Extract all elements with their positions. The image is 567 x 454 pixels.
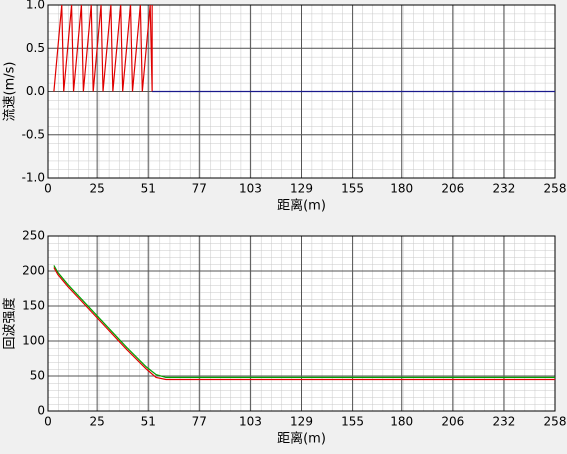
x-tick-label: 77 bbox=[192, 182, 207, 196]
y-tick-label: 0 bbox=[37, 404, 45, 418]
y-tick-label: -0.5 bbox=[22, 127, 45, 141]
y-tick-label: 200 bbox=[22, 264, 45, 278]
y-axis-title: 回波强度 bbox=[2, 297, 18, 349]
chart: 0 25 51 77 103 129 155 180 206 232 258 0 50 100 150 200… bbox=[2, 229, 567, 447]
y-tick-label: 250 bbox=[22, 229, 45, 243]
y-tick-label: 1.0 bbox=[26, 0, 45, 12]
x-tick-label: 0 bbox=[44, 415, 52, 429]
x-tick-label: 129 bbox=[290, 415, 313, 429]
y-tick-label: 0.5 bbox=[26, 41, 45, 55]
x-tick-label: 258 bbox=[544, 415, 567, 429]
x-tick-label: 206 bbox=[441, 415, 464, 429]
x-tick-label: 51 bbox=[141, 182, 156, 196]
x-tick-label: 25 bbox=[89, 182, 104, 196]
chart: 0 25 51 77 103 129 155 180 206 232 258 -1.0 -0.5 0.0 0… bbox=[3, 0, 567, 214]
x-tick-label: 180 bbox=[390, 182, 413, 196]
x-tick-label: 0 bbox=[44, 182, 52, 196]
y-tick-label: 50 bbox=[30, 369, 45, 383]
x-tick-label: 155 bbox=[341, 415, 364, 429]
x-tick-label: 51 bbox=[141, 415, 156, 429]
x-tick-label: 129 bbox=[290, 182, 313, 196]
y-tick-label: 150 bbox=[22, 299, 45, 313]
x-tick-label: 77 bbox=[192, 415, 207, 429]
x-tick-label: 232 bbox=[492, 182, 515, 196]
x-tick-label: 232 bbox=[492, 415, 515, 429]
y-tick-label: 0.0 bbox=[26, 84, 45, 98]
x-tick-label: 103 bbox=[239, 182, 262, 196]
data-line bbox=[53, 265, 555, 378]
x-axis-title: 距离(m) bbox=[277, 198, 326, 214]
x-tick-label: 258 bbox=[544, 182, 567, 196]
x-tick-label: 25 bbox=[89, 415, 104, 429]
data-line bbox=[53, 267, 555, 381]
x-tick-label: 180 bbox=[390, 415, 413, 429]
x-tick-label: 206 bbox=[441, 182, 464, 196]
y-tick-label: -1.0 bbox=[22, 171, 45, 185]
x-tick-label: 155 bbox=[341, 182, 364, 196]
y-axis-title: 流速(m/s) bbox=[3, 62, 18, 122]
x-axis-title: 距离(m) bbox=[277, 431, 326, 447]
plot-border bbox=[47, 235, 556, 412]
data-line bbox=[53, 4, 153, 92]
x-tick-label: 103 bbox=[239, 415, 262, 429]
y-tick-label: 100 bbox=[22, 334, 45, 348]
